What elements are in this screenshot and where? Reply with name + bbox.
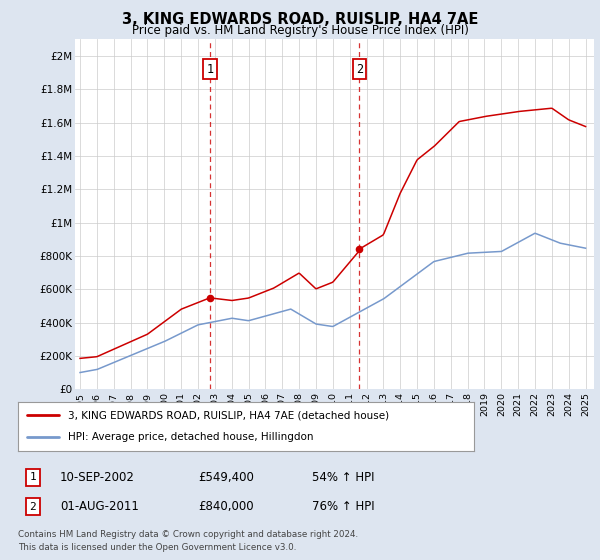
- Text: 76% ↑ HPI: 76% ↑ HPI: [312, 500, 374, 514]
- Text: 3, KING EDWARDS ROAD, RUISLIP, HA4 7AE: 3, KING EDWARDS ROAD, RUISLIP, HA4 7AE: [122, 12, 478, 27]
- Text: 10-SEP-2002: 10-SEP-2002: [60, 470, 135, 484]
- Text: 2: 2: [356, 63, 363, 76]
- Text: Contains HM Land Registry data © Crown copyright and database right 2024.: Contains HM Land Registry data © Crown c…: [18, 530, 358, 539]
- Text: Price paid vs. HM Land Registry's House Price Index (HPI): Price paid vs. HM Land Registry's House …: [131, 24, 469, 37]
- Text: 54% ↑ HPI: 54% ↑ HPI: [312, 470, 374, 484]
- Text: This data is licensed under the Open Government Licence v3.0.: This data is licensed under the Open Gov…: [18, 543, 296, 552]
- Text: £549,400: £549,400: [198, 470, 254, 484]
- Text: 1: 1: [206, 63, 214, 76]
- Text: HPI: Average price, detached house, Hillingdon: HPI: Average price, detached house, Hill…: [68, 432, 314, 442]
- Text: 01-AUG-2011: 01-AUG-2011: [60, 500, 139, 514]
- Text: 3, KING EDWARDS ROAD, RUISLIP, HA4 7AE (detached house): 3, KING EDWARDS ROAD, RUISLIP, HA4 7AE (…: [68, 410, 389, 421]
- Text: £840,000: £840,000: [198, 500, 254, 514]
- Text: 2: 2: [29, 502, 37, 512]
- Text: 1: 1: [29, 472, 37, 482]
